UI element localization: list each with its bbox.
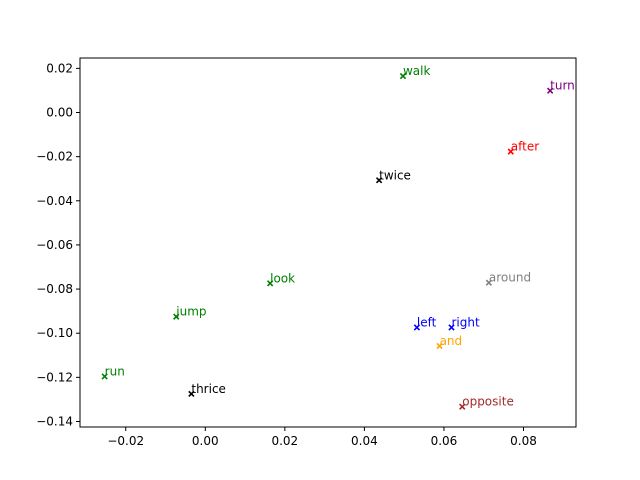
x-tick-label: 0.04 <box>351 434 378 448</box>
point-label: walk <box>403 64 431 78</box>
data-point-right: right <box>448 315 480 331</box>
point-label: twice <box>379 168 411 182</box>
point-marker <box>173 313 180 320</box>
point-label: jump <box>175 305 206 319</box>
point-label: left <box>417 315 437 329</box>
point-label: right <box>452 315 480 329</box>
point-marker <box>266 280 274 287</box>
point-marker <box>448 324 455 331</box>
y-tick-label: 0.02 <box>46 61 73 75</box>
point-marker <box>413 324 421 331</box>
data-point-opposite: opposite <box>459 395 514 410</box>
point-label: look <box>270 271 295 285</box>
point-marker <box>459 403 466 410</box>
data-point-left: left <box>413 315 437 331</box>
data-point-around: around <box>485 271 531 286</box>
y-tick-label: 0.00 <box>46 106 73 120</box>
point-label: thrice <box>191 382 226 396</box>
point-marker <box>507 148 514 155</box>
y-tick-label: −0.06 <box>36 238 73 252</box>
point-marker <box>485 279 493 286</box>
x-axis: −0.02 0.00 0.02 0.04 0.06 0.08 <box>107 427 537 448</box>
y-tick-label: −0.14 <box>36 414 73 428</box>
data-point-thrice: thrice <box>188 382 226 398</box>
y-axis: 0.02 0.00 −0.02 −0.04 −0.06 −0.08 −0.10 −0.12 −0… <box>36 61 80 428</box>
data-point-walk: walk <box>399 64 431 80</box>
x-tick-label: 0.06 <box>431 434 458 448</box>
point-label: around <box>489 271 531 285</box>
y-tick-label: −0.08 <box>36 282 73 296</box>
y-tick-label: −0.10 <box>36 326 73 340</box>
data-point-and: and <box>436 334 463 350</box>
data-point-run: run <box>101 364 125 380</box>
y-tick-label: −0.02 <box>36 150 73 164</box>
point-label: run <box>105 364 125 378</box>
x-tick-label: 0.08 <box>510 434 537 448</box>
plot-border <box>79 57 577 428</box>
data-point-look: look <box>266 271 295 287</box>
point-marker <box>436 342 443 350</box>
data-points: walk turn after twice look around jump left righ… <box>101 64 575 410</box>
point-marker <box>101 373 108 380</box>
y-tick-label: −0.04 <box>36 194 73 208</box>
y-tick-label: −0.12 <box>36 370 73 384</box>
point-marker <box>375 177 383 184</box>
x-tick-label: −0.02 <box>107 434 144 448</box>
point-label: and <box>440 334 463 348</box>
data-point-jump: jump <box>173 305 207 320</box>
data-point-twice: twice <box>375 168 411 184</box>
x-tick-label: 0.00 <box>192 434 219 448</box>
x-tick-label: 0.02 <box>271 434 298 448</box>
data-point-turn: turn <box>546 79 575 94</box>
data-point-after: after <box>507 140 539 155</box>
point-label: after <box>511 140 539 154</box>
point-label: turn <box>550 79 575 93</box>
point-marker <box>546 87 554 94</box>
point-marker <box>188 390 195 398</box>
point-marker <box>399 72 407 80</box>
plot-area <box>79 57 577 428</box>
point-label: opposite <box>462 395 514 409</box>
